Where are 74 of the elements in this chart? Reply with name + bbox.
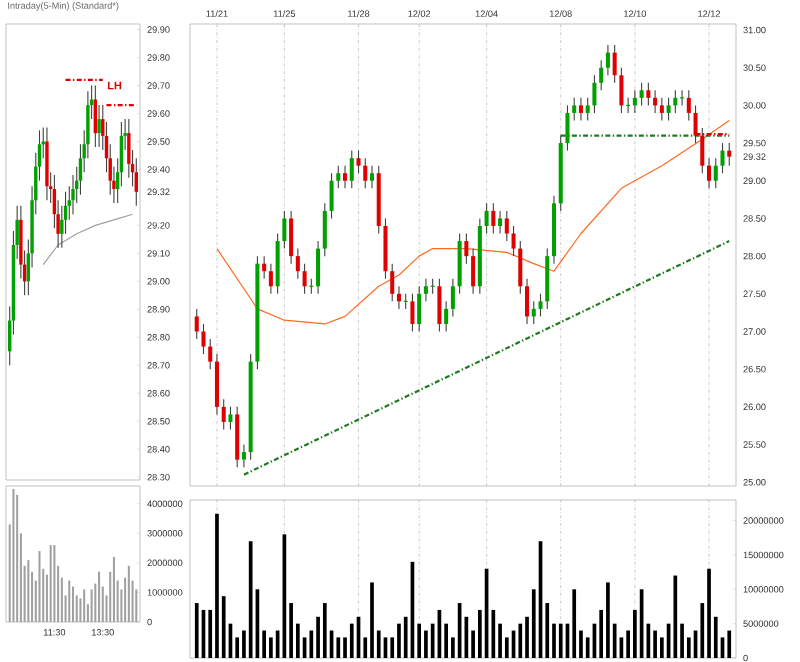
candlestick [498,210,503,235]
candlestick [228,406,233,431]
candlestick [295,248,300,280]
candlestick [134,157,138,207]
candlestick [322,202,327,257]
candlestick [464,232,469,265]
candlestick [471,248,476,295]
candlestick [585,97,590,122]
candlestick [504,210,509,242]
candlestick [71,174,75,215]
candlestick [235,406,240,468]
candlestick [632,89,637,114]
candlestick [713,157,718,189]
line-series [216,119,730,325]
candlestick [390,263,395,302]
candlestick [538,293,543,317]
candlestick [423,278,428,302]
candlestick [302,263,307,295]
candlestick [592,74,597,114]
candlestick [221,398,226,431]
candlestick [194,308,199,340]
candlestick [484,202,489,235]
candlestick [444,300,449,333]
candlestick [720,142,725,174]
candlestick [437,278,442,333]
candlestick [686,89,691,122]
candlestick [282,210,287,250]
candlestick [275,232,280,295]
candlestick [666,97,671,122]
candlestick [679,89,685,106]
candlestick [599,59,604,91]
candlestick [653,89,658,114]
candlestick [316,240,321,295]
candlestick [491,202,496,235]
candlestick [457,232,462,295]
line-series [42,213,134,266]
candlestick [578,97,583,122]
candlestick [619,67,624,114]
candlestick [572,97,577,122]
candlestick [262,255,267,280]
candlestick [241,444,246,468]
candlestick [45,126,49,201]
candlestick [545,248,550,310]
candlestick [707,157,712,189]
candlestick [329,172,334,219]
candlestick [605,44,610,76]
candlestick [511,225,516,257]
candlestick [214,353,219,415]
candlestick [201,323,206,355]
candlestick [659,97,664,122]
candlestick [450,278,455,317]
candlestick [417,285,422,333]
candlestick [343,165,348,189]
candlestick [612,44,617,84]
candlestick [396,285,401,310]
candlestick [349,150,354,189]
candlestick [518,240,523,295]
candlestick [673,89,678,114]
candlestick [289,210,294,265]
candlestick [208,338,213,370]
candlestick [565,104,570,152]
candlestick [356,150,361,174]
candlestick [268,263,273,295]
candlestick [727,142,732,167]
candlestick [410,293,415,333]
candlestick [525,278,530,325]
candlestick [363,157,368,189]
candlestick [646,82,651,106]
candlestick [369,165,375,189]
candlestick [127,118,131,179]
candlestick [383,217,388,280]
candlestick [531,300,536,325]
candlestick [639,82,644,106]
candlestick [336,165,341,189]
